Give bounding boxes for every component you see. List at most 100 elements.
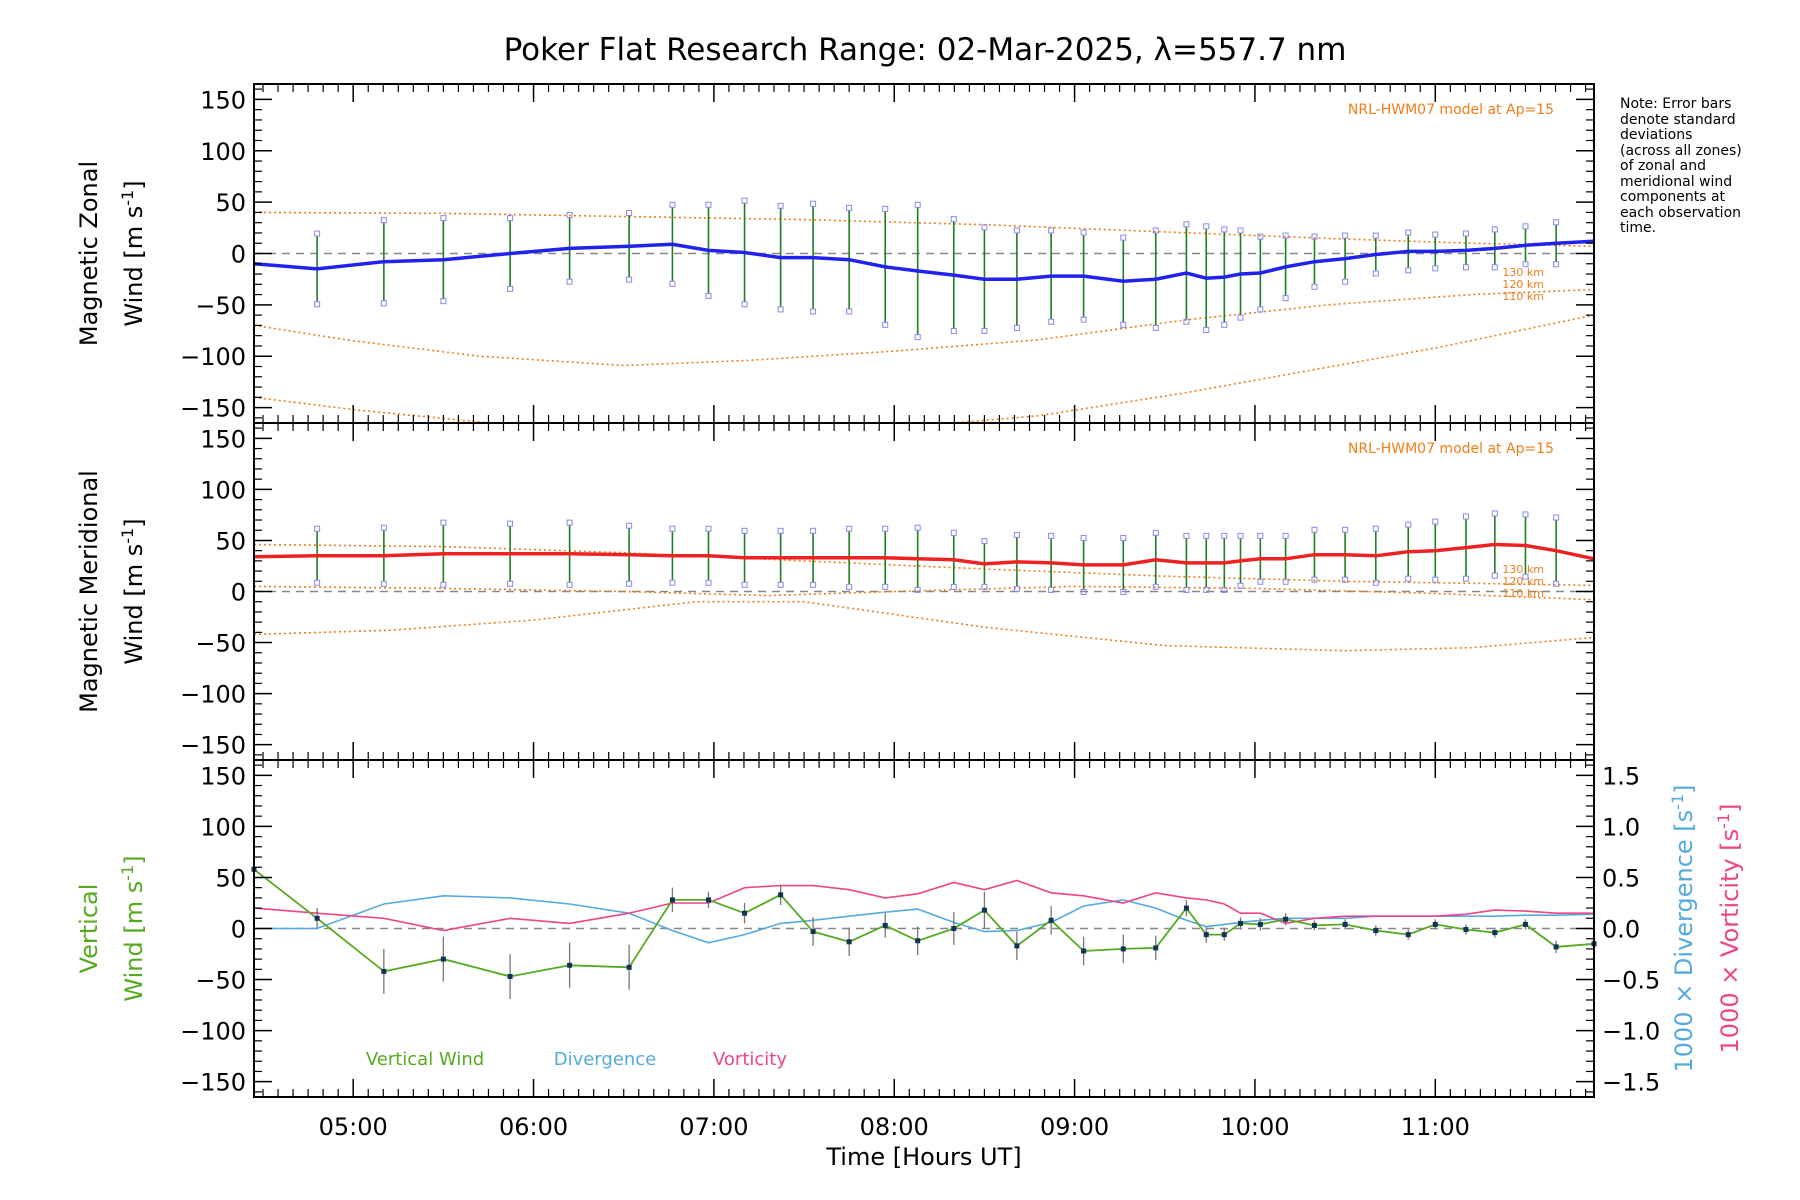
- vertical-wind-point: [1221, 932, 1227, 938]
- scatter-marker: [1203, 223, 1210, 230]
- scatter-marker: [1237, 314, 1244, 321]
- y-tick-label: −50: [195, 292, 246, 320]
- scatter-marker: [981, 224, 988, 231]
- scatter-marker: [1462, 230, 1469, 237]
- scatter-marker: [846, 583, 853, 590]
- scatter-marker: [1048, 586, 1055, 593]
- scatter-marker: [1221, 321, 1228, 328]
- scatter-marker: [705, 293, 712, 300]
- scatter-marker: [1080, 229, 1087, 236]
- y-tick-label: 150: [200, 425, 246, 453]
- divergence-line: [254, 894, 1595, 944]
- scatter-marker: [1491, 264, 1498, 271]
- scatter-marker: [1522, 511, 1529, 518]
- vertical-wind-point: [440, 956, 446, 962]
- scatter-marker: [1183, 318, 1190, 325]
- scatter-marker: [1522, 573, 1529, 580]
- scatter-marker: [1152, 227, 1159, 234]
- scatter-marker: [669, 280, 676, 287]
- scatter-marker: [1257, 532, 1264, 539]
- note-line: time.: [1620, 220, 1657, 236]
- scatter-marker: [1342, 526, 1349, 533]
- scatter-marker: [669, 579, 676, 586]
- scatter-marker: [1221, 586, 1228, 593]
- scatter-marker: [626, 580, 633, 587]
- meridional-wind-line: [253, 542, 1595, 567]
- scatter-marker: [1405, 521, 1412, 528]
- scatter-marker: [380, 524, 387, 531]
- y-tick-label: −150: [180, 395, 246, 423]
- scatter-marker: [1553, 514, 1560, 521]
- vertical-wind-point: [1492, 930, 1498, 936]
- y-tick-label: 100: [200, 476, 246, 504]
- right-tick-label: −1.0: [1602, 1018, 1660, 1046]
- scatter-marker: [1152, 324, 1159, 331]
- scatter-marker: [1372, 270, 1379, 277]
- meridional-ylabel-line2: Wind [m s-1]: [118, 518, 148, 664]
- scatter-marker: [1553, 261, 1560, 268]
- scatter-marker: [914, 524, 921, 531]
- scatter-marker: [777, 306, 784, 313]
- note-line: meridional wind: [1620, 173, 1733, 190]
- scatter-marker: [810, 581, 817, 588]
- scatter-marker: [1491, 510, 1498, 517]
- vertical-wind-point: [1120, 946, 1126, 952]
- scatter-marker: [1120, 588, 1127, 595]
- scatter-marker: [380, 300, 387, 307]
- scatter-marker: [1237, 532, 1244, 539]
- scatter-marker: [741, 301, 748, 308]
- model-curve: [254, 288, 1594, 367]
- scatter-marker: [1203, 326, 1210, 333]
- scatter-marker: [846, 308, 853, 315]
- right-tick-label: −0.5: [1602, 967, 1660, 995]
- scatter-marker: [846, 525, 853, 532]
- right-tick-label: 1.5: [1602, 762, 1640, 790]
- scatter-marker: [741, 527, 748, 534]
- scatter-marker: [1491, 226, 1498, 233]
- x-axis-label: Time [Hours UT]: [825, 1143, 1021, 1171]
- scatter-marker: [914, 334, 921, 341]
- scatter-marker: [846, 204, 853, 211]
- meridional-ylabel-line1: Magnetic Meridional: [75, 470, 103, 713]
- y-tick-label: 0: [231, 916, 246, 944]
- scatter-marker: [1432, 576, 1439, 583]
- model-label: NRL-HWM07 model at Ap=15: [1348, 441, 1554, 457]
- scatter-marker: [1311, 526, 1318, 533]
- model-curve: [254, 211, 1594, 248]
- y-tick-label: 150: [200, 762, 246, 790]
- y-tick-label: 100: [200, 813, 246, 841]
- model-curve: [254, 543, 1594, 587]
- scatter-marker: [1522, 261, 1529, 268]
- note-line: denote standard: [1620, 111, 1736, 128]
- scatter-marker: [1221, 532, 1228, 539]
- y-tick-label: 50: [215, 864, 246, 892]
- scatter-marker: [882, 525, 889, 532]
- scatter-marker: [1221, 226, 1228, 233]
- vertical-wind-point: [1238, 920, 1244, 926]
- scatter-marker: [440, 215, 447, 222]
- scatter-marker: [705, 579, 712, 586]
- scatter-marker: [1183, 532, 1190, 539]
- note-line: components at: [1620, 189, 1726, 205]
- scatter-marker: [705, 201, 712, 208]
- scatter-marker: [777, 581, 784, 588]
- scatter-marker: [1311, 233, 1318, 240]
- scatter-marker: [1257, 233, 1264, 240]
- y-tick-label: 100: [200, 138, 246, 166]
- vertical-wind-point: [1183, 905, 1189, 911]
- vertical-wind-point: [1342, 921, 1348, 927]
- scatter-marker: [1257, 578, 1264, 585]
- scatter-marker: [440, 298, 447, 305]
- panel-frame: [253, 759, 1595, 1098]
- y-tick-label: −100: [180, 343, 246, 371]
- scatter-marker: [1311, 283, 1318, 290]
- scatter-marker: [1048, 318, 1055, 325]
- vertical-wind-point: [1257, 921, 1263, 927]
- scatter-marker: [1183, 221, 1190, 228]
- note-line: of zonal and: [1620, 158, 1706, 174]
- scatter-marker: [914, 586, 921, 593]
- vertical-wind-point: [1522, 921, 1528, 927]
- zonal-ylabel-line1: Magnetic Zonal: [75, 161, 103, 346]
- vorticity-line: [253, 879, 1594, 932]
- vertical-wind-point: [951, 926, 957, 931]
